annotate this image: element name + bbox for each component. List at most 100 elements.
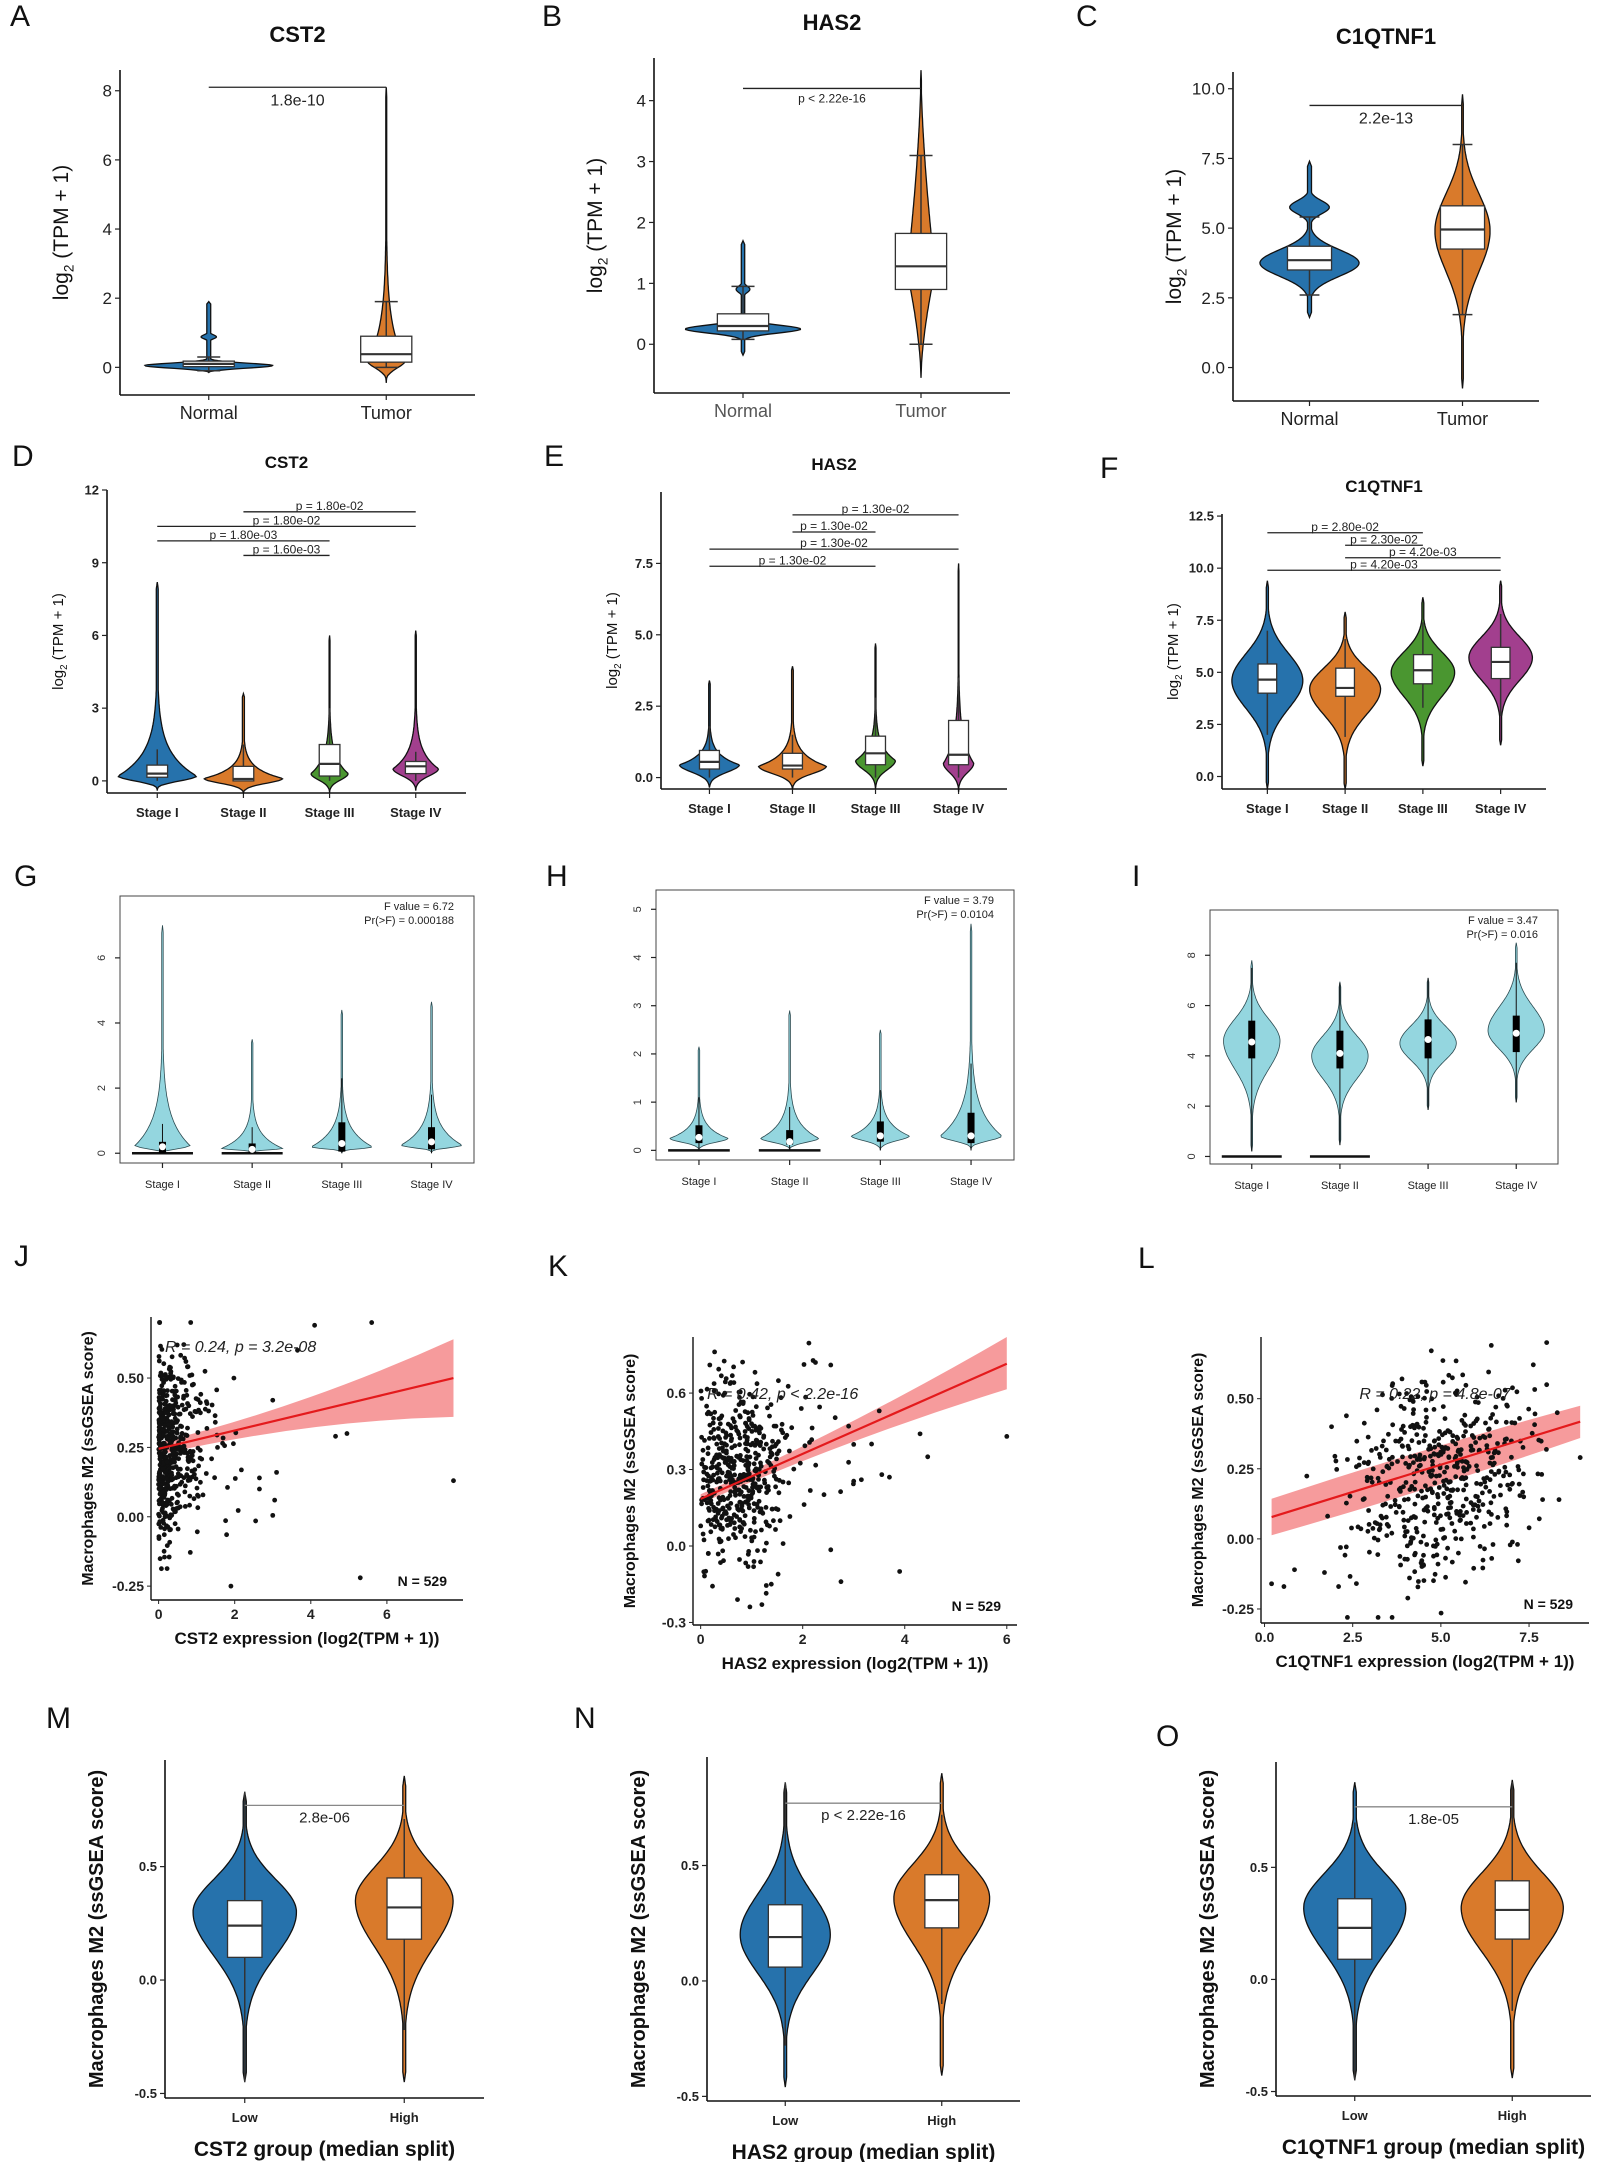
y-tick-label: 8	[1186, 952, 1198, 958]
data-point	[699, 1396, 704, 1401]
data-point	[1435, 1561, 1441, 1567]
data-point	[1403, 1529, 1408, 1535]
data-point	[1504, 1513, 1509, 1519]
data-point	[761, 1433, 767, 1439]
panel-label: M	[46, 1702, 71, 1735]
data-point	[1408, 1454, 1413, 1460]
correlation-stat: R = 0.42, p < 2.2e-16	[707, 1386, 858, 1403]
data-point	[1437, 1429, 1442, 1434]
data-point	[1453, 1441, 1459, 1447]
data-point	[712, 1524, 718, 1530]
data-point	[1403, 1461, 1409, 1466]
data-point	[174, 1426, 180, 1432]
data-point	[716, 1446, 722, 1451]
data-point	[1463, 1482, 1469, 1488]
x-tick-label: Stage II	[233, 1179, 271, 1191]
data-point	[1452, 1528, 1458, 1534]
data-point	[747, 1391, 752, 1397]
panel-k: K -0.3 0.0 0.3 0.6 0 2 4 6 HAS2 expression (log2…	[540, 1230, 1080, 1673]
chart-l: -0.25 0.00 0.25 0.50 0.0 2.5 5.0 7.5 C1QTNF1 exp…	[1190, 1337, 1589, 1671]
data-point	[1532, 1387, 1538, 1392]
data-point	[1361, 1496, 1367, 1502]
data-point	[165, 1497, 171, 1503]
data-point	[851, 1442, 857, 1447]
data-point	[1470, 1507, 1476, 1512]
data-point	[156, 1432, 162, 1438]
data-point	[752, 1369, 758, 1375]
data-point	[451, 1478, 456, 1484]
data-point	[711, 1381, 717, 1386]
iqr-box	[786, 1130, 794, 1145]
data-point	[194, 1529, 200, 1535]
data-point	[158, 1525, 164, 1530]
p-value-label: p = 1.60e-03	[253, 542, 321, 556]
data-point	[1432, 1506, 1437, 1512]
data-point	[743, 1560, 749, 1566]
data-point	[1477, 1544, 1483, 1549]
data-point	[1487, 1521, 1493, 1526]
data-point	[209, 1402, 215, 1408]
p-value-label: p = 1.80e-02	[296, 499, 364, 513]
data-point	[744, 1454, 750, 1460]
chart-c: C1QTNF1 0.0 2.5 5.0 7.5 10.0 log2 (TPM + 1) Nor…	[1163, 24, 1539, 429]
data-point	[181, 1443, 187, 1449]
panel-label: L	[1138, 1242, 1155, 1275]
data-point	[175, 1376, 181, 1381]
x-tick-label: Stage I	[1246, 801, 1289, 816]
data-point	[1292, 1567, 1297, 1573]
data-point	[1535, 1471, 1541, 1477]
data-point	[1449, 1559, 1455, 1565]
data-point	[1458, 1536, 1464, 1542]
data-point	[212, 1413, 218, 1419]
data-point	[1368, 1475, 1374, 1481]
data-point	[1415, 1584, 1421, 1590]
y-tick-label: 0.00	[117, 1509, 144, 1525]
data-point	[1385, 1493, 1391, 1499]
data-point	[1436, 1436, 1442, 1441]
y-tick-label: -0.5	[1246, 2084, 1268, 2099]
x-tick-label: Stage II	[220, 805, 266, 820]
y-tick-label: 2.5	[1201, 289, 1225, 308]
data-point	[1445, 1446, 1451, 1451]
panel-f: F C1QTNF1 0.0 2.5 5.0 7.5 10.0 12.5 log2 (TPM +…	[1080, 440, 1600, 840]
panel-label: I	[1132, 860, 1141, 893]
chart-n: -0.5 0.0 0.5 Macrophages M2 (ssGSEA score) L…	[628, 1757, 1020, 2162]
data-point	[1429, 1489, 1435, 1495]
data-point	[1474, 1463, 1479, 1469]
data-point	[161, 1532, 167, 1538]
data-point	[1436, 1485, 1442, 1490]
y-tick-label: 0.5	[681, 1858, 699, 1873]
violin-stage-ii	[220, 1039, 284, 1155]
data-point	[765, 1405, 770, 1411]
data-point	[1418, 1539, 1424, 1545]
data-point	[756, 1477, 761, 1482]
data-point	[1448, 1505, 1453, 1510]
data-point	[846, 1459, 851, 1465]
data-point	[1332, 1453, 1338, 1459]
y-tick-label: 1	[632, 1099, 644, 1105]
data-point	[706, 1517, 712, 1523]
data-point	[752, 1468, 758, 1473]
data-point	[734, 1428, 740, 1433]
data-point	[749, 1538, 755, 1544]
x-tick-label: Low	[772, 2113, 799, 2128]
data-point	[1468, 1443, 1474, 1449]
y-tick-label: 2.5	[1196, 717, 1214, 732]
y-axis-label: log2 (TPM + 1)	[50, 165, 76, 300]
data-point	[737, 1442, 742, 1448]
panel-c: C C1QTNF1 0.0 2.5 5.0 7.5 10.0 log2 (TPM + 1) N…	[1060, 0, 1600, 440]
data-point	[1435, 1501, 1441, 1507]
y-axis-label: log2 (TPM + 1)	[1165, 603, 1185, 700]
data-point	[1432, 1480, 1438, 1486]
data-point	[168, 1365, 173, 1370]
data-point	[771, 1518, 776, 1524]
data-point	[1463, 1429, 1468, 1434]
data-point	[780, 1479, 786, 1485]
data-point	[1345, 1457, 1350, 1462]
data-point	[257, 1475, 262, 1481]
data-point	[1404, 1543, 1410, 1549]
data-point	[742, 1534, 748, 1539]
data-point	[232, 1476, 238, 1481]
data-point	[1375, 1552, 1381, 1557]
data-point	[215, 1445, 220, 1450]
